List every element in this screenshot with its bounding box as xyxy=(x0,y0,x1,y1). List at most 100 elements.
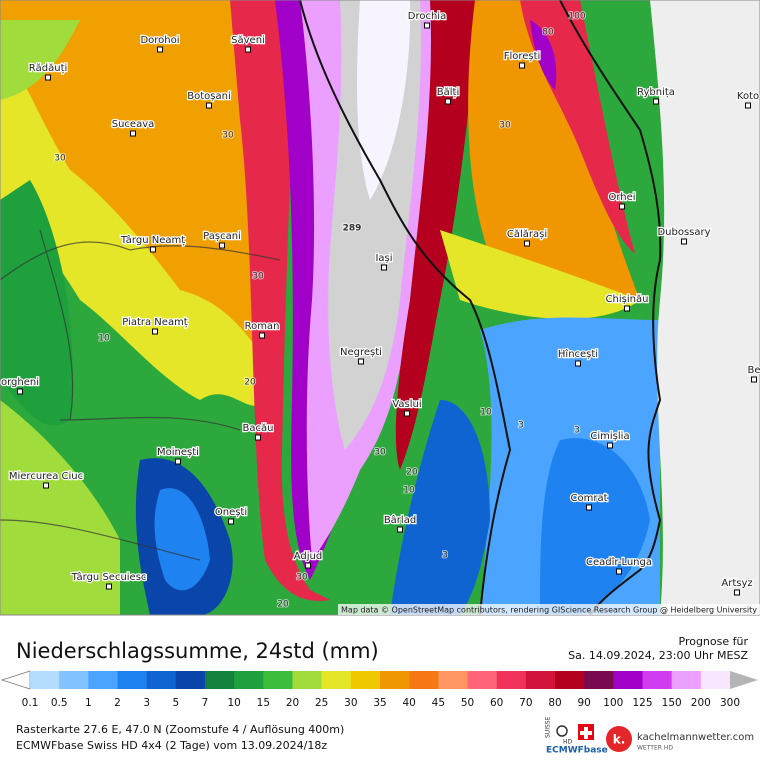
city-marker xyxy=(45,74,51,81)
legend-over xyxy=(730,671,758,689)
contour-label: 10 xyxy=(480,408,492,418)
precip-red xyxy=(230,0,330,601)
legend-label: 10 xyxy=(227,697,240,709)
legend-label: 3 xyxy=(143,697,150,709)
legend-label: 70 xyxy=(519,697,532,709)
city-label: Hîncești xyxy=(558,348,598,360)
title: Niederschlagssumme, 24std (mm) xyxy=(16,639,379,663)
city-marker xyxy=(206,102,212,109)
city-marker xyxy=(404,410,410,417)
legend-cell xyxy=(642,671,672,689)
city-marker xyxy=(681,238,687,245)
contour-label: 3 xyxy=(442,551,448,561)
legend-label: 100 xyxy=(603,697,623,709)
city-label: Cimișlia xyxy=(590,431,629,442)
contour-label: 80 xyxy=(542,28,554,38)
city-label: Adjud xyxy=(294,551,322,562)
city-label: Onești xyxy=(215,507,247,518)
city-label: Piatra Neamț xyxy=(122,317,188,328)
precip-purple xyxy=(530,20,557,90)
logo-text: ECMWFbase xyxy=(546,746,608,756)
city-marker xyxy=(734,589,740,596)
city-marker xyxy=(653,98,659,105)
legend-label: 20 xyxy=(286,697,299,709)
legend-cell xyxy=(525,671,556,689)
legend-cell xyxy=(175,671,206,689)
city-marker xyxy=(358,358,364,365)
logo-icon xyxy=(556,725,568,737)
precip-green xyxy=(580,0,656,300)
city-marker xyxy=(745,102,751,109)
legend-cell xyxy=(30,671,60,689)
city-marker xyxy=(305,562,311,569)
contour-label: 20 xyxy=(244,378,256,388)
precip-green xyxy=(0,180,73,426)
city-label: Drochia xyxy=(408,11,446,22)
city-marker xyxy=(152,328,158,335)
forecast-label: Prognose für xyxy=(679,635,749,648)
city-marker xyxy=(575,360,581,367)
city-label: Comrat xyxy=(570,493,607,504)
city-marker xyxy=(259,332,265,339)
precip-orange xyxy=(468,0,640,309)
swiss-cross xyxy=(580,727,592,739)
city-label: Miercurea Ciuc xyxy=(9,471,83,482)
precip-blue xyxy=(540,438,650,615)
contour-label: 30 xyxy=(374,448,386,458)
contour-label: 20 xyxy=(406,468,418,478)
city-label: Be xyxy=(747,365,760,376)
legend-cell xyxy=(380,671,410,689)
city-label: Suceava xyxy=(112,119,155,130)
contour-label: 30 xyxy=(222,131,234,141)
city-marker xyxy=(228,518,234,525)
legend-cell xyxy=(117,671,147,689)
contour-label: 3 xyxy=(518,421,524,431)
legend-cell xyxy=(263,671,293,689)
city-label: Săveni xyxy=(231,35,265,46)
city-layer: Drochia Dorohoi Săveni Florești Rădăuți Botoș… xyxy=(0,10,760,596)
precip-blue xyxy=(390,400,490,615)
city-label: Botoșani xyxy=(187,91,230,102)
city-marker xyxy=(219,242,225,249)
precip-darkred xyxy=(395,0,480,470)
logo-text: SUISSE xyxy=(545,716,552,738)
legend-label: 150 xyxy=(662,697,682,709)
legend-cell xyxy=(234,671,264,689)
legend-under xyxy=(0,670,31,690)
logo-text: kachelmannwetter.com xyxy=(637,732,754,743)
map: Drochia Dorohoi Săveni Florești Rădăuți Botoș… xyxy=(0,0,760,616)
legend-label: 200 xyxy=(691,697,711,709)
contour-label: 30 xyxy=(296,573,308,583)
contour-label: 289 xyxy=(343,224,362,234)
contour-label: 100 xyxy=(568,12,585,22)
city-label: Moinești xyxy=(157,447,199,458)
legend-label: 1 xyxy=(85,697,92,709)
legend-cell xyxy=(321,671,352,689)
city-marker xyxy=(607,442,613,449)
legend-label: 50 xyxy=(461,697,474,709)
footer-line: ECMWFbase Swiss HD 4x4 (2 Tage) vom 13.0… xyxy=(16,739,327,752)
legend-label: 0.1 xyxy=(22,697,39,709)
city-marker xyxy=(17,388,23,395)
city-marker xyxy=(619,203,625,210)
legend-label: 125 xyxy=(632,697,652,709)
forecast-time: Sa. 14.09.2024, 23:00 Uhr MESZ xyxy=(568,649,748,662)
legend-label: 60 xyxy=(490,697,503,709)
city-label: Orhei xyxy=(608,192,635,203)
legend-cell xyxy=(584,671,614,689)
legend-label: 35 xyxy=(373,697,386,709)
city-label: Chișinău xyxy=(606,294,649,305)
precip-orange xyxy=(0,0,300,380)
contour-label: 30 xyxy=(252,272,264,282)
logo-icon xyxy=(606,726,632,752)
legend-cell xyxy=(555,671,585,689)
legend-label: 90 xyxy=(577,697,590,709)
attribution: Map data © OpenStreetMap contributors, r… xyxy=(341,606,757,615)
contour-label: 20 xyxy=(277,600,289,610)
city-label: Bălți xyxy=(437,87,459,98)
ecmwf-logo: SUISSE HD ECMWFbase xyxy=(545,716,608,755)
contour-label: 3 xyxy=(574,426,580,436)
city-label: Vaslui xyxy=(392,399,421,410)
city-label: Călărași xyxy=(507,229,547,240)
